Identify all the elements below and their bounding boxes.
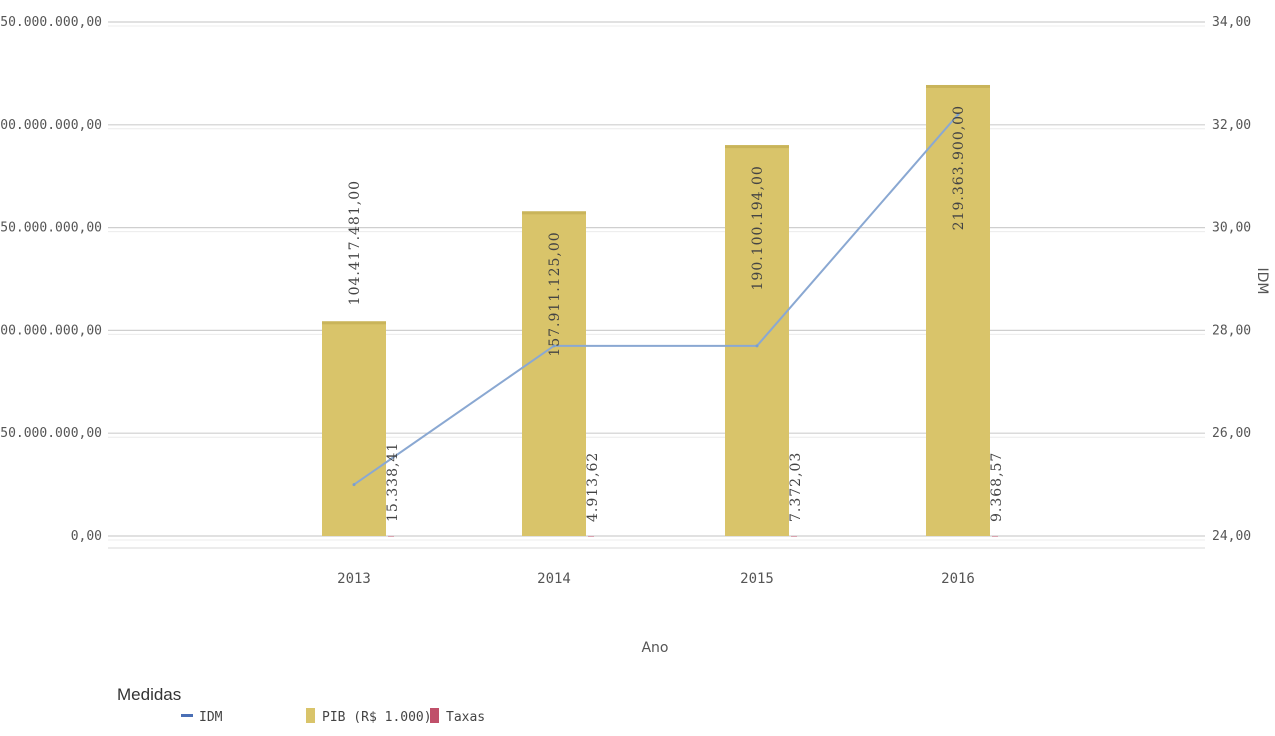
x-tick-label: 2015 [740,571,774,587]
taxas-data-label: 15.338,41 [385,442,401,522]
y2-tick-label: 24,00 [1212,529,1251,544]
y-axis-left: 0,00 50.000.000,00 100.000.000,00 150.000.0… [0,15,102,544]
pib-data-label: 219.363.900,00 [951,105,967,230]
legend-label: IDM [199,710,223,725]
x-tick-label: 2014 [537,571,571,587]
legend: Medidas IDM PIB (R$ 1.000) Taxas [117,685,485,725]
pib-data-label: 190.100.194,00 [750,165,766,290]
legend-swatch [430,708,439,723]
idm-point [755,344,759,348]
pib-bar [725,145,789,537]
data-labels-layer: 104.417.481,00 157.911.125,00 190.100.194,… [347,105,1005,522]
pib-data-label: 157.911.125,00 [547,231,563,356]
idm-point [956,113,960,117]
taxas-bar [992,535,998,537]
pib-data-label: 104.417.481,00 [347,180,363,305]
y-tick-label: 200.000.000,00 [0,118,102,133]
y2-tick-label: 28,00 [1212,323,1251,338]
pib-bar [926,84,990,536]
idm-point [552,344,556,348]
x-axis-title: Ano [641,640,668,656]
pib-bar-top [926,84,990,88]
legend-swatch-idm [181,714,193,717]
grid-lines [108,21,1205,549]
legend-label: PIB (R$ 1.000) [322,710,432,725]
legend-swatch [306,708,315,723]
x-tick-label: 2016 [941,571,975,587]
idm-line [353,113,959,486]
y-tick-label: 50.000.000,00 [0,426,102,441]
y-tick-label: 250.000.000,00 [0,15,102,30]
pib-bar [322,321,386,536]
pib-bar-top [522,211,586,215]
legend-title: Medidas [117,685,181,704]
pib-bar-top [322,321,386,325]
bars-layer [322,84,998,537]
y2-axis-title: IDM [1254,268,1270,295]
taxas-data-label: 7.372,03 [788,452,804,522]
y2-tick-label: 34,00 [1212,15,1251,30]
y-tick-label: 100.000.000,00 [0,323,102,338]
x-tick-label: 2013 [337,571,371,587]
taxas-bar [388,535,394,537]
pib-bar-top [725,145,789,149]
y-tick-label: 150.000.000,00 [0,221,102,236]
x-axis: 2013 2014 2015 2016 [337,571,975,587]
taxas-bar [791,535,797,537]
taxas-data-label: 9.368,57 [989,452,1005,522]
idm-line-layer [352,113,960,487]
taxas-data-label: 4.913,62 [585,452,601,522]
idm-point [352,483,356,487]
y-axis-right: 24,00 26,00 28,00 30,00 32,00 34,00 [1212,15,1251,544]
pib-bar [522,211,586,537]
legend-label: Taxas [446,710,485,725]
y2-tick-label: 26,00 [1212,426,1251,441]
taxas-bar [588,535,594,537]
y-tick-label: 0,00 [71,529,102,544]
y2-tick-label: 30,00 [1212,221,1251,236]
y2-tick-label: 32,00 [1212,118,1251,133]
